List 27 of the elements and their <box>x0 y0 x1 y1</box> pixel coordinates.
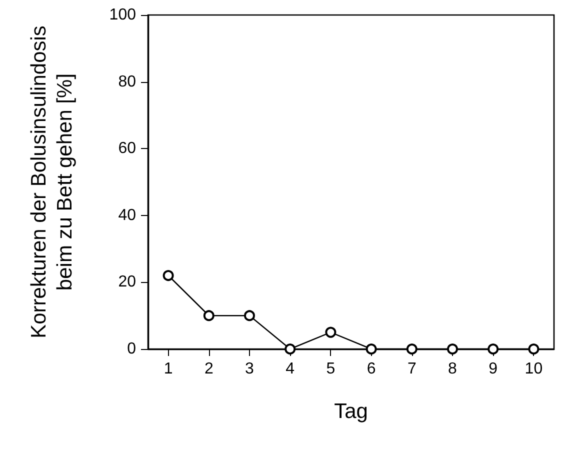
x-tick-label: 7 <box>407 360 416 378</box>
x-tick-label: 9 <box>488 360 498 378</box>
y-axis-title: Korrekturen der Bolusinsulindosis beim zu Bett gehen [%] <box>28 26 76 338</box>
point <box>325 326 336 338</box>
x-tick-label: 6 <box>366 360 376 378</box>
x-tick-label: 8 <box>448 360 458 378</box>
x-tick-label: 2 <box>204 360 214 378</box>
point <box>162 270 174 282</box>
x-tick-label: 1 <box>164 360 173 378</box>
point <box>284 344 296 354</box>
x-axis-title: Tag <box>334 400 368 423</box>
x-tick-label: 5 <box>326 360 336 378</box>
x-tick-label: 3 <box>245 360 254 378</box>
point <box>244 310 255 322</box>
y-tick-label: 0 <box>127 340 136 358</box>
point <box>366 344 377 354</box>
point <box>203 310 214 322</box>
point <box>488 344 499 354</box>
y-tick-label: 80 <box>118 73 136 90</box>
y-tick-label: 60 <box>118 140 136 158</box>
point <box>447 344 458 354</box>
y-tick-label: 40 <box>118 206 136 224</box>
x-tick-label: 4 <box>286 360 295 378</box>
y-tick-label: 100 <box>109 6 136 24</box>
point <box>406 344 418 354</box>
y-tick-label: 20 <box>118 274 136 291</box>
x-tick-label: 10 <box>524 360 543 378</box>
